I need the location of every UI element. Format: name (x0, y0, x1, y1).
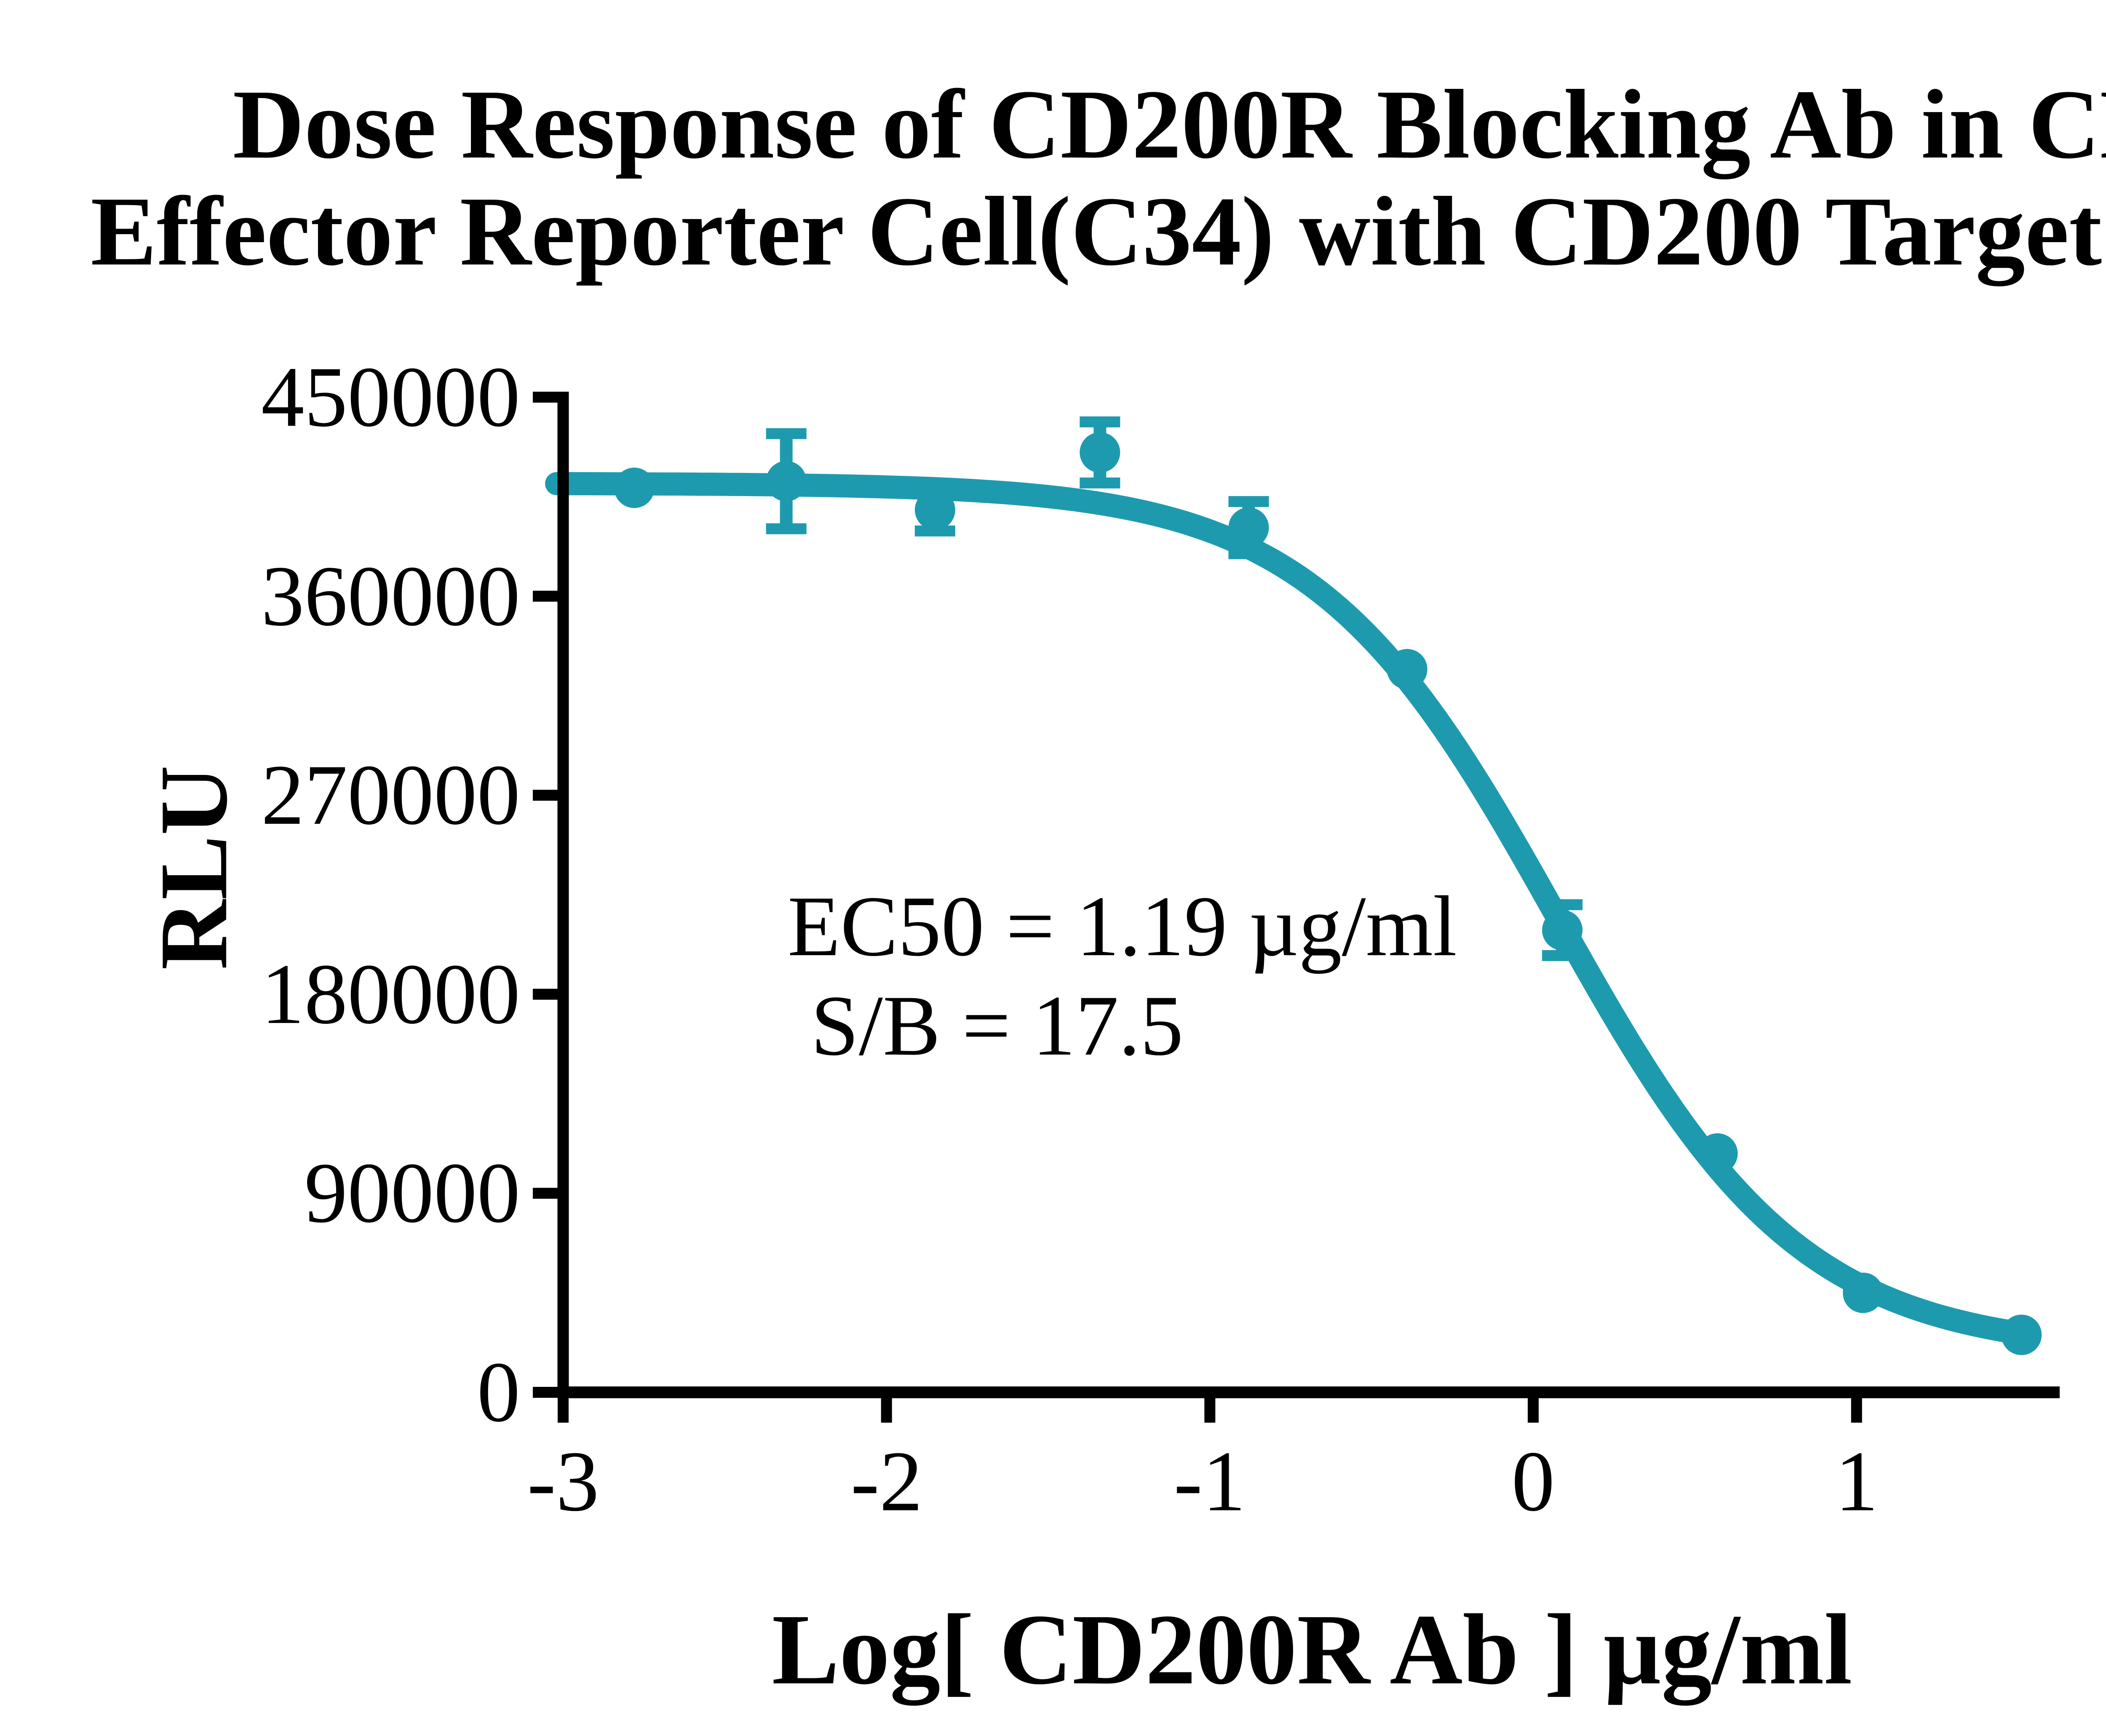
data-point (614, 467, 655, 508)
data-points (614, 432, 2042, 1355)
data-point (1843, 1272, 1884, 1313)
x-tick-label-0: 0 (1511, 1434, 1555, 1529)
chart-title: Dose Response of CD200R Blocking Ab in C… (0, 71, 2106, 285)
data-point (1080, 432, 1120, 473)
x-tick-label-neg1: -1 (1173, 1434, 1246, 1529)
axes (533, 392, 2060, 1423)
chart-title-line2: Effector Reporter Cell(C34) with CD200 T… (91, 176, 2106, 286)
data-point (914, 489, 955, 530)
x-tick-label-1: 1 (1835, 1434, 1879, 1529)
signal-to-background-annotation: S/B = 17.5 (811, 978, 1184, 1074)
data-point (1542, 910, 1583, 951)
data-point (1387, 649, 1427, 689)
data-point (2001, 1314, 2042, 1355)
data-point (1228, 507, 1269, 548)
y-tick-label-0: 0 (477, 1344, 521, 1440)
error-bars (766, 416, 1583, 961)
x-tick-label-neg3: -3 (527, 1434, 599, 1529)
y-tick-label-270000: 270000 (261, 747, 520, 843)
y-tick-label-180000: 180000 (261, 946, 520, 1042)
x-tick-label-neg2: -2 (850, 1434, 923, 1529)
fit-annotation: EC50 = 1.19 µg/ml S/B = 17.5 (788, 877, 1457, 1076)
data-point (1697, 1133, 1738, 1174)
y-tick-label-90000: 90000 (304, 1145, 521, 1241)
chart-title-line1: Dose Response of CD200R Blocking Ab in C… (233, 69, 2106, 179)
x-axis-title: Log[ CD200R Ab ] µg/ml (772, 1593, 1852, 1705)
data-point (766, 461, 807, 502)
y-tick-label-360000: 360000 (261, 548, 520, 644)
y-tick-label-450000: 450000 (261, 349, 520, 445)
ec50-annotation: EC50 = 1.19 µg/ml (788, 879, 1457, 974)
y-axis-title: RLU (140, 765, 247, 970)
